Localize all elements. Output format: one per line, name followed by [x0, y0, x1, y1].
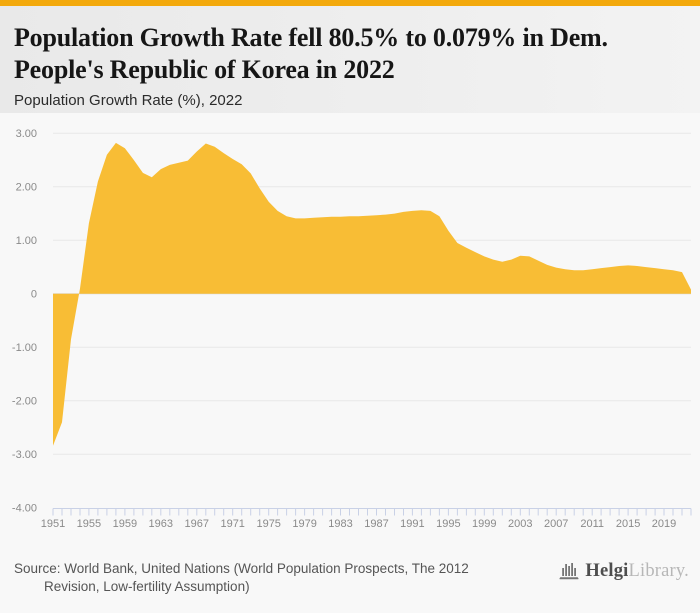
chart-footer: Source: World Bank, United Nations (Worl… — [0, 556, 700, 613]
source-line-1: Source: World Bank, United Nations (Worl… — [14, 561, 469, 576]
svg-text:-3.00: -3.00 — [12, 449, 37, 461]
chart-area: 3.00 2.00 1.00 0 -1.00 -2.00 -3.00 -4.00 1951 195… — [0, 113, 700, 543]
svg-text:1983: 1983 — [328, 518, 352, 530]
svg-text:2.00: 2.00 — [16, 181, 37, 193]
svg-text:1987: 1987 — [364, 518, 388, 530]
x-axis-labels: 1951 1955 1959 1963 1967 1971 1975 1979 1983 1987… — [41, 518, 676, 530]
svg-text:2015: 2015 — [616, 518, 640, 530]
svg-text:1959: 1959 — [113, 518, 137, 530]
svg-text:1967: 1967 — [185, 518, 209, 530]
svg-text:1963: 1963 — [149, 518, 173, 530]
svg-text:-2.00: -2.00 — [12, 395, 37, 407]
x-axis-ticks — [52, 508, 692, 516]
chart-subtitle: Population Growth Rate (%), 2022 — [14, 92, 243, 109]
svg-text:2011: 2011 — [580, 518, 604, 530]
area-series — [53, 142, 691, 446]
svg-text:3.00: 3.00 — [16, 128, 37, 140]
source-text: Source: World Bank, United Nations (Worl… — [14, 560, 469, 595]
svg-text:1991: 1991 — [400, 518, 424, 530]
source-line-2: Revision, Low-fertility Assumption) — [44, 578, 250, 594]
svg-text:2019: 2019 — [652, 518, 676, 530]
svg-text:2003: 2003 — [508, 518, 532, 530]
logo-text-primary: Helgi — [585, 560, 629, 581]
page-title: Population Growth Rate fell 80.5% to 0.0… — [14, 23, 608, 84]
svg-text:2007: 2007 — [544, 518, 568, 530]
chart-header: Population Growth Rate fell 80.5% to 0.0… — [0, 6, 700, 113]
svg-text:1955: 1955 — [77, 518, 101, 530]
svg-text:1.00: 1.00 — [16, 235, 37, 247]
top-accent-bar — [0, 0, 700, 6]
svg-text:-4.00: -4.00 — [12, 502, 37, 514]
svg-text:1951: 1951 — [41, 518, 65, 530]
svg-text:1999: 1999 — [472, 518, 496, 530]
helgi-library-logo[interactable]: HelgiLibrary. — [557, 559, 689, 583]
logo-text-secondary: Library. — [628, 560, 689, 581]
svg-text:1995: 1995 — [436, 518, 460, 530]
logo-text: HelgiLibrary. — [585, 561, 689, 582]
svg-text:0: 0 — [31, 288, 37, 300]
y-axis-labels: 3.00 2.00 1.00 0 -1.00 -2.00 -3.00 -4.00 — [12, 128, 37, 514]
svg-text:1979: 1979 — [292, 518, 316, 530]
svg-text:1975: 1975 — [256, 518, 280, 530]
svg-text:1971: 1971 — [220, 518, 244, 530]
svg-text:-1.00: -1.00 — [12, 342, 37, 354]
bar-chart-logo-icon — [559, 563, 579, 580]
